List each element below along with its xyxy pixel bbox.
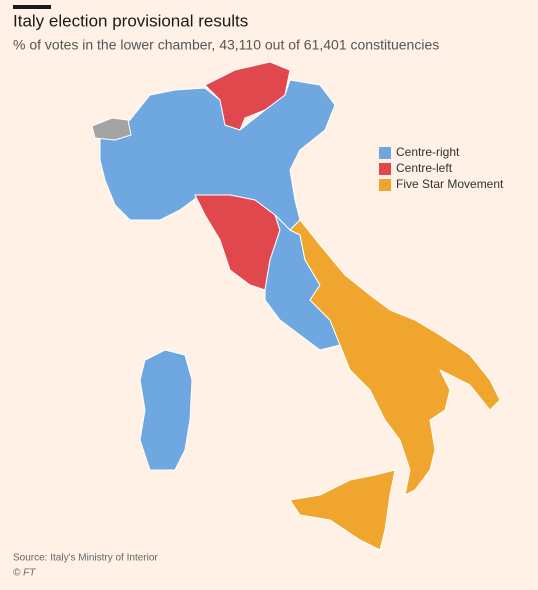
region-aosta	[91, 117, 132, 141]
subtitle: % of votes in the lower chamber, 43,110 …	[13, 37, 439, 53]
legend-label: Centre-left	[396, 161, 453, 175]
header-bar	[13, 5, 51, 9]
source: Source: Italy's Ministry of Interior	[13, 553, 158, 564]
legend: Centre-right Centre-left Five Star Movemen…	[379, 145, 504, 191]
legend-label: Five Star Movement	[396, 177, 504, 191]
region-trentino	[204, 61, 291, 131]
legend-swatch	[379, 163, 391, 175]
map	[91, 61, 501, 551]
legend-label: Centre-right	[396, 145, 460, 159]
region-sardinia	[139, 349, 193, 471]
title: Italy election provisional results	[13, 11, 248, 30]
legend-swatch	[379, 147, 391, 159]
credit: © FT	[13, 568, 36, 579]
region-sicily	[289, 469, 396, 551]
legend-swatch	[379, 179, 391, 191]
region-south	[289, 219, 501, 496]
